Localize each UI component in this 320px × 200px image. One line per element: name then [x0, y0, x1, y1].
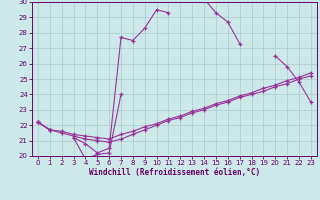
- X-axis label: Windchill (Refroidissement éolien,°C): Windchill (Refroidissement éolien,°C): [89, 168, 260, 177]
